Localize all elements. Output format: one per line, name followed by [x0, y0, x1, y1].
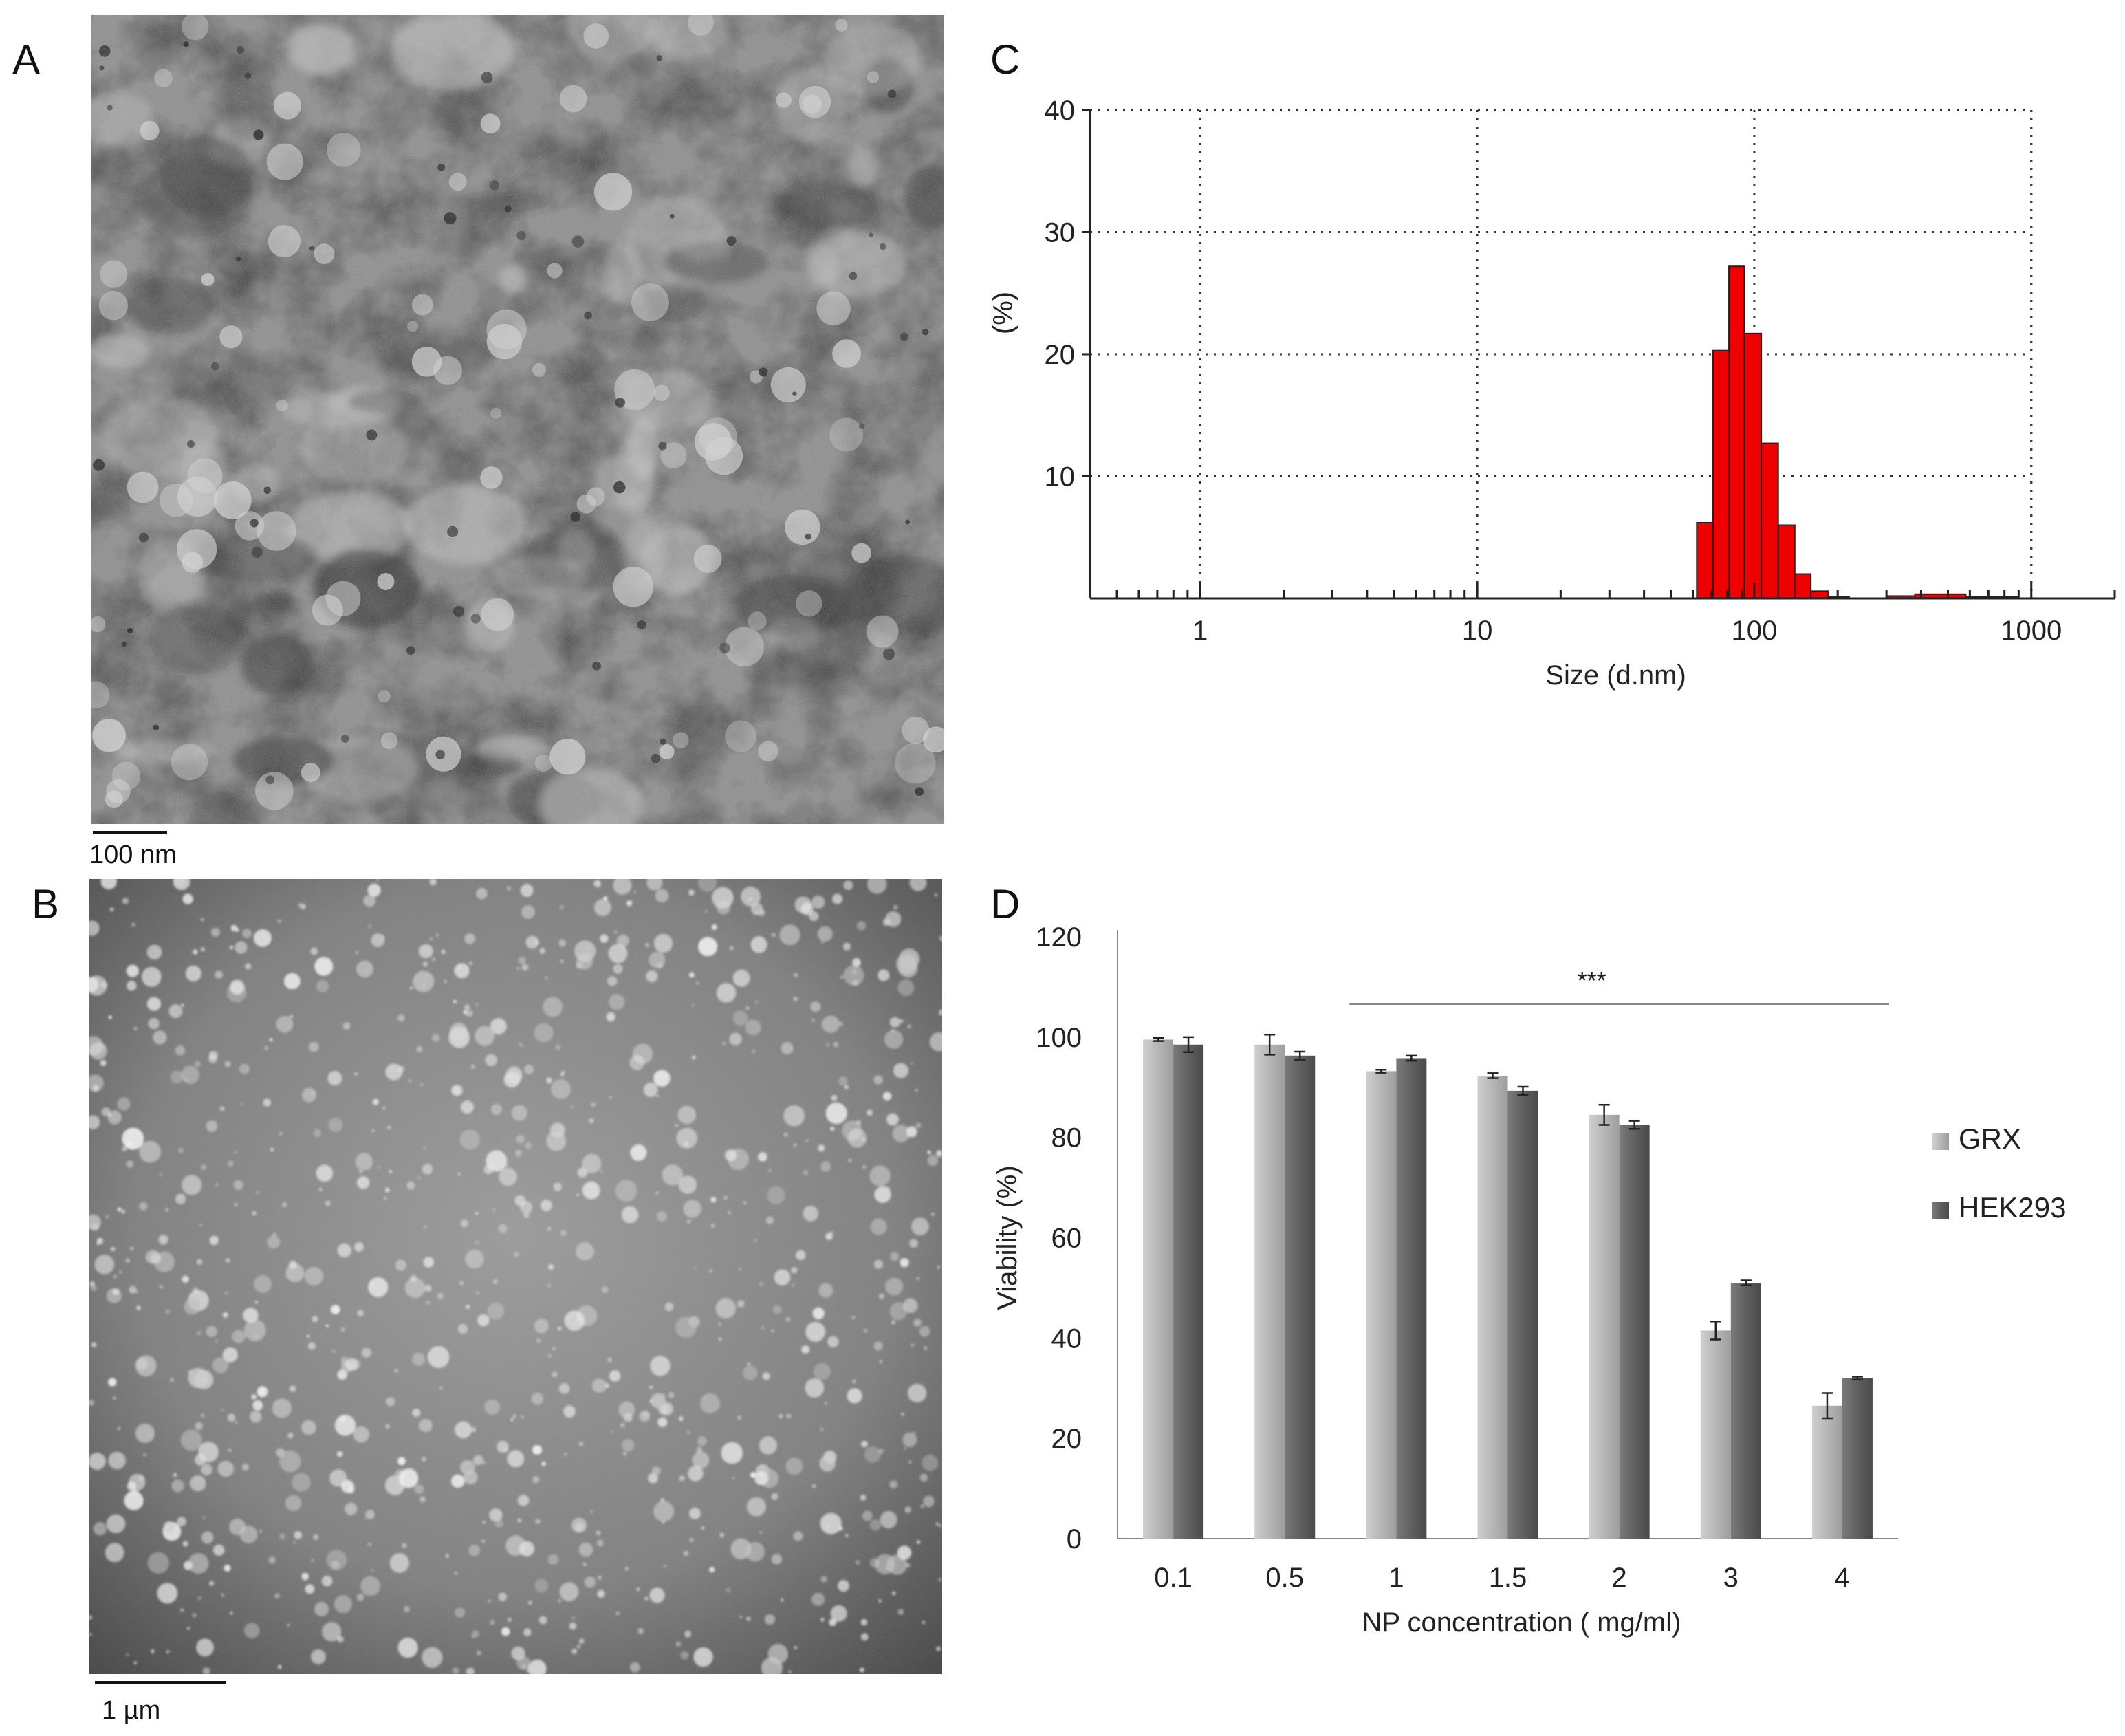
scale-label-a: 100 nm	[89, 840, 177, 869]
scale-bar-a	[93, 831, 167, 834]
panel-letter-b: B	[32, 881, 60, 927]
sem-micrograph-image	[89, 879, 942, 1674]
legend-swatch-grx	[1932, 1133, 1949, 1150]
error-bar	[1487, 1072, 1499, 1079]
y-tick-label-d: 40	[1051, 1323, 1082, 1354]
y-axis-label-c: (%)	[988, 292, 1018, 334]
x-tick-label-d: 3	[1723, 1563, 1739, 1593]
legend-swatch-hek293	[1932, 1202, 1949, 1219]
x-axis-label-d: NP concentration ( mg/ml)	[1362, 1607, 1681, 1638]
legend-label-grx: GRX	[1959, 1122, 2021, 1155]
x-axis-label-c: Size (d.nm)	[1545, 660, 1686, 691]
y-tick-label-d: 20	[1051, 1424, 1082, 1454]
error-bar	[1598, 1104, 1610, 1126]
bar-hek293	[1285, 1055, 1316, 1539]
bar-grx	[1366, 1071, 1397, 1539]
histogram-bar	[1810, 590, 1829, 599]
y-tick-label-d: 0	[1067, 1524, 1082, 1554]
x-tick-label-d: 0.1	[1154, 1563, 1192, 1593]
size-distribution-svg: 10 20 30 40 1 10 100 1000 Size (d.nm) (%)	[988, 96, 2116, 691]
panel-letter-c: C	[990, 36, 1021, 83]
scale-bar-b	[95, 1681, 226, 1684]
viability-svg: 0 20 40 60 80 100 120 0.1 0.5 1 1.5 2 3 4 GRX HEK293 *…	[992, 922, 2066, 1638]
legend-label-hek293: HEK293	[1959, 1191, 2066, 1224]
y-tick-label-c: 20	[1045, 340, 1076, 370]
error-bar	[1710, 1321, 1721, 1341]
bar-hek293	[1396, 1058, 1427, 1539]
x-tick-label-c: 1000	[2001, 616, 2062, 646]
error-bar	[1740, 1279, 1752, 1287]
x-tick-label-d: 1.5	[1489, 1563, 1527, 1593]
y-tick-label-d: 60	[1051, 1224, 1082, 1254]
panel-letter-a: A	[12, 36, 41, 83]
error-bar	[1153, 1037, 1164, 1042]
histogram-bar	[1712, 349, 1730, 599]
x-tick-label-c: 1	[1192, 616, 1208, 646]
y-tick-label-d: 80	[1051, 1123, 1082, 1153]
error-bar	[1628, 1120, 1640, 1130]
error-bar	[1183, 1036, 1195, 1053]
x-tick-label-c: 10	[1462, 616, 1493, 646]
error-bar	[1375, 1068, 1387, 1074]
y-tick-label-c: 30	[1045, 218, 1076, 248]
bar-grx	[1143, 1039, 1174, 1539]
bar-hek293	[1619, 1125, 1650, 1539]
chart-size-distribution: 10 20 30 40 1 10 100 1000 Size (d.nm) (%)	[977, 69, 2125, 715]
histogram-bar	[1696, 521, 1714, 600]
chart-viability: 0 20 40 60 80 100 120 0.1 0.5 1 1.5 2 3 4 GRX HEK293 *…	[977, 901, 2125, 1671]
significance-label: ***	[1578, 966, 1606, 995]
y-tick-label-c: 10	[1045, 462, 1076, 492]
x-tick-label-d: 2	[1612, 1563, 1627, 1593]
bar-grx	[1811, 1405, 1842, 1539]
x-tick-label-d: 1	[1388, 1563, 1404, 1593]
histogram-bar	[1743, 332, 1763, 599]
histogram-bar	[1794, 573, 1812, 599]
y-tick-label-c: 40	[1045, 96, 1076, 126]
bar-grx	[1477, 1075, 1508, 1539]
error-bar	[1406, 1054, 1417, 1062]
x-tick-label-d: 4	[1835, 1563, 1850, 1593]
bar-grx	[1589, 1114, 1620, 1539]
scale-label-b: 1 µm	[102, 1696, 161, 1725]
error-bar	[1821, 1392, 1833, 1420]
error-bar	[1264, 1033, 1276, 1056]
bar-hek293	[1173, 1044, 1204, 1539]
tem-micrograph	[91, 15, 944, 824]
y-axis-label-d: Viability (%)	[992, 1165, 1023, 1310]
panel-letter-d: D	[990, 881, 1021, 927]
bar-hek293	[1842, 1378, 1873, 1539]
histogram-bar	[1761, 442, 1779, 600]
bar-grx	[1700, 1330, 1731, 1539]
histogram-bar	[1777, 524, 1796, 599]
x-tick-label-c: 100	[1732, 616, 1778, 646]
bar-grx	[1254, 1044, 1285, 1539]
error-bar	[1517, 1085, 1529, 1096]
y-tick-label-d: 120	[1036, 922, 1082, 953]
x-tick-label-d: 0.5	[1265, 1563, 1304, 1593]
bar-hek293	[1507, 1090, 1538, 1539]
y-tick-label-d: 100	[1036, 1023, 1082, 1053]
tem-micrograph-image	[91, 15, 944, 824]
sem-micrograph	[89, 879, 942, 1674]
bar-hek293	[1730, 1283, 1761, 1539]
error-bar	[1851, 1376, 1863, 1381]
error-bar	[1294, 1050, 1306, 1061]
histogram-bar	[1728, 265, 1745, 599]
